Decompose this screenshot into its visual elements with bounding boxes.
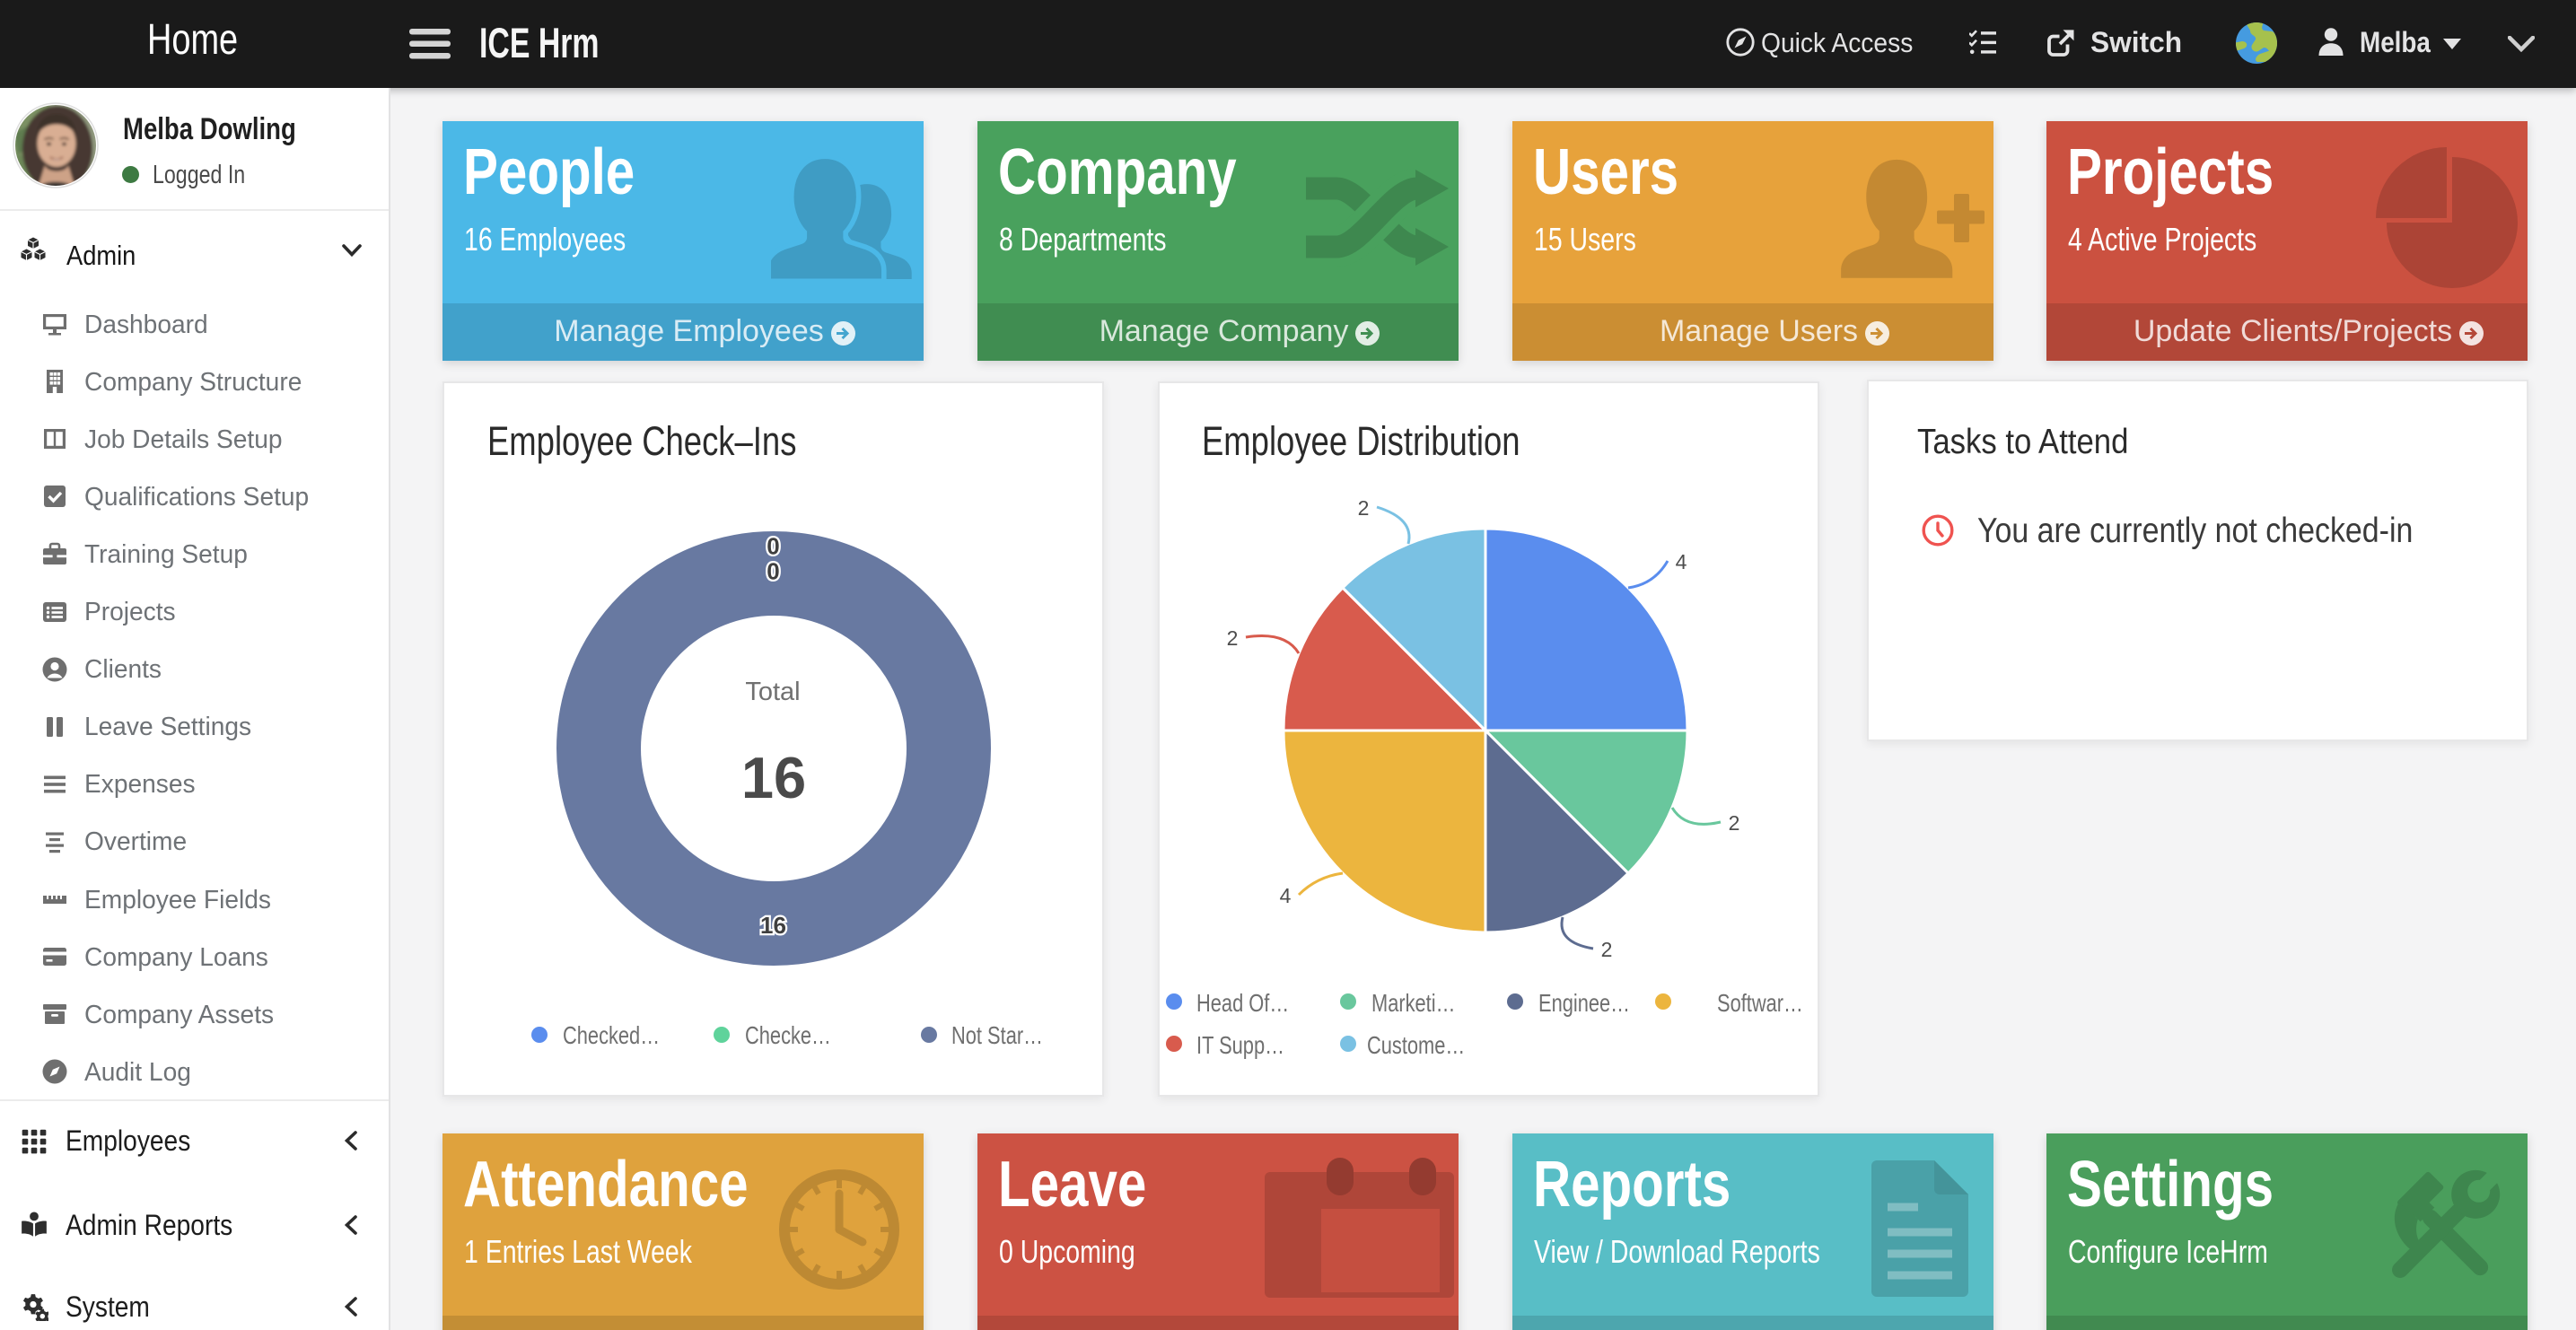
svg-text:2: 2 bbox=[1729, 811, 1740, 835]
svg-text:0: 0 bbox=[767, 558, 779, 585]
svg-text:4: 4 bbox=[1280, 884, 1292, 907]
svg-text:2: 2 bbox=[1358, 496, 1370, 520]
svg-text:2: 2 bbox=[1601, 938, 1613, 961]
svg-text:16: 16 bbox=[760, 912, 786, 939]
svg-text:16: 16 bbox=[741, 745, 806, 810]
svg-text:2: 2 bbox=[1227, 626, 1239, 650]
svg-text:Total: Total bbox=[745, 678, 800, 706]
svg-text:4: 4 bbox=[1676, 550, 1687, 573]
svg-text:0: 0 bbox=[767, 533, 779, 560]
